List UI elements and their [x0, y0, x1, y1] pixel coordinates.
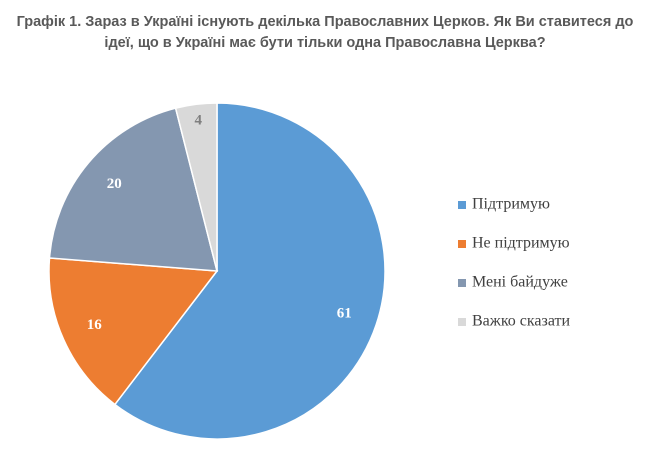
- data-label: 20: [107, 176, 122, 192]
- legend-swatch: [458, 318, 466, 326]
- legend-label: Мені байдуже: [472, 274, 568, 291]
- data-label: 4: [194, 112, 202, 128]
- legend-label: Не підтримую: [472, 235, 570, 252]
- legend-swatch: [458, 240, 466, 248]
- legend-label: Важко сказати: [472, 313, 571, 330]
- pie-slice: [48, 107, 218, 272]
- legend-swatch: [458, 279, 466, 287]
- legend-label: Підтримую: [472, 196, 550, 213]
- pie-slice: [113, 102, 386, 440]
- pie-slice: [48, 257, 219, 406]
- data-label: 61: [337, 306, 352, 322]
- data-label: 16: [87, 317, 103, 333]
- chart-title: Графік 1. Зараз в Україні існують декіль…: [16, 14, 634, 51]
- legend-swatch: [458, 201, 466, 209]
- pie-slice: [174, 102, 218, 272]
